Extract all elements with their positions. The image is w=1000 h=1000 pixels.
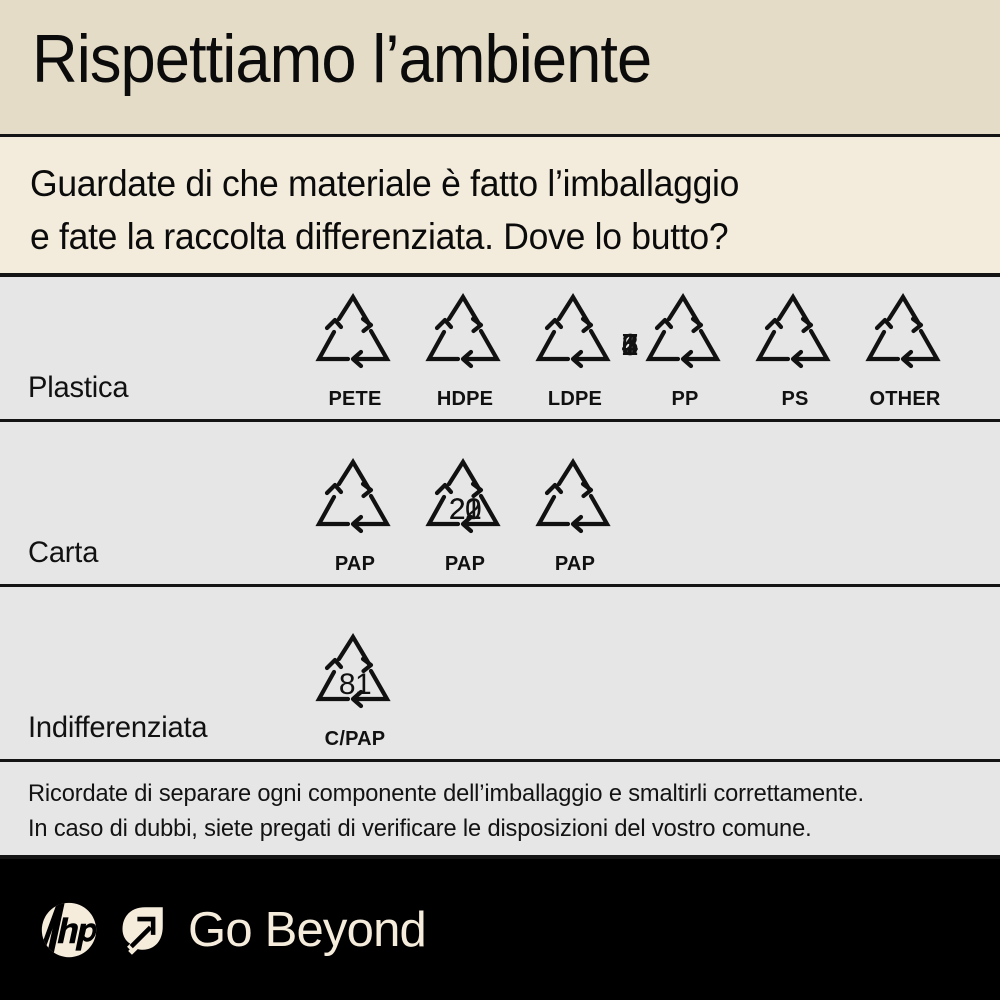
mobius-loop-icon	[743, 293, 847, 387]
subtitle-line-2: e fate la raccolta differenziata. Dove l…	[30, 216, 729, 257]
symbol-group-indifferenziata: 81 C/PAP	[300, 633, 410, 751]
resin-code-number: 7	[621, 327, 639, 362]
resin-code-number: 6	[621, 327, 639, 362]
resin-code-label: LDPE	[547, 388, 603, 410]
subtitle-line-1: Guardate di che materiale è fatto l’imba…	[30, 163, 740, 204]
recycling-symbol: 81 C/PAP	[300, 633, 410, 751]
row-label-carta: Carta	[28, 536, 99, 569]
footer-band: Go Beyond	[0, 859, 1000, 1000]
recycling-symbol: 22 PAP	[449, 458, 630, 576]
recycling-symbol: 21 PAP	[410, 458, 520, 576]
leaf-arrow-icon	[112, 901, 168, 959]
material-row-indifferenziata: Indifferenziata 81 C/PAP	[0, 587, 1000, 762]
recycling-symbol: 1 PETE	[300, 293, 639, 411]
subtitle-block: Guardate di che materiale è fatto l’imba…	[30, 157, 739, 263]
symbol-group-carta: 20 PAP 21 PAP	[300, 458, 630, 576]
resin-code-label: PAP	[444, 553, 486, 575]
symbol-group-plastica: 1 PETE 2 HDPE	[300, 293, 960, 411]
mobius-loop-icon	[413, 293, 517, 387]
resin-code-number: 4	[621, 327, 639, 362]
resin-code-label: PAP	[554, 553, 596, 575]
mobius-loop-icon	[303, 458, 407, 552]
disposal-note-row: Ricordate di separare ogni componente de…	[0, 762, 1000, 859]
resin-code-label: OTHER	[869, 388, 941, 410]
hp-logo-icon	[40, 901, 98, 959]
row-label-indifferenziata: Indifferenziata	[28, 711, 208, 744]
disposal-note-line-2: In caso di dubbi, siete pregati di verif…	[28, 815, 812, 842]
mobius-loop-icon	[303, 633, 407, 727]
brand-lockup: Go Beyond	[40, 859, 427, 1000]
resin-code-label: PETE	[328, 388, 382, 410]
resin-code-label: HDPE	[436, 388, 494, 410]
resin-code-number: 5	[621, 327, 639, 362]
material-row-plastica: Plastica 1 PETE	[0, 277, 1000, 422]
mobius-loop-icon	[413, 458, 517, 552]
resin-code-number: 21	[448, 493, 482, 526]
resin-code-number: 1	[621, 327, 639, 362]
recycling-symbol: 5 PP	[621, 293, 740, 411]
resin-code-label: PP	[671, 388, 699, 410]
material-row-carta: Carta 20 PAP	[0, 422, 1000, 587]
mobius-loop-icon	[633, 293, 737, 387]
mobius-loop-icon	[523, 293, 627, 387]
resin-code-label: C/PAP	[324, 728, 386, 750]
row-label-plastica: Plastica	[28, 371, 129, 404]
header-band: Rispettiamo l’ambiente	[0, 0, 1000, 134]
mobius-loop-icon	[853, 293, 957, 387]
resin-code-number: 2	[621, 327, 639, 362]
mobius-loop-icon	[523, 458, 627, 552]
page-title: Rispettiamo l’ambiente	[32, 21, 652, 97]
disposal-note: Ricordate di separare ogni componente de…	[28, 776, 864, 846]
footer-tagline: Go Beyond	[188, 902, 427, 957]
disposal-note-line-1: Ricordate di separare ogni componente de…	[28, 780, 864, 807]
recycling-symbol: 7 OTHER	[621, 293, 960, 411]
recycling-symbol: 4 LDPE	[520, 293, 639, 411]
resin-code-number: 81	[338, 668, 372, 701]
recycling-symbol: 2 HDPE	[410, 293, 639, 411]
resin-code-number: 22	[448, 493, 482, 526]
content-band: Plastica 1 PETE	[0, 277, 1000, 859]
subtitle-band: Guardate di che materiale è fatto l’imba…	[0, 134, 1000, 277]
resin-code-label: PS	[781, 388, 809, 410]
resin-code-label: PAP	[334, 553, 376, 575]
recycling-symbol: 6 PS	[621, 293, 850, 411]
mobius-loop-icon	[303, 293, 407, 387]
